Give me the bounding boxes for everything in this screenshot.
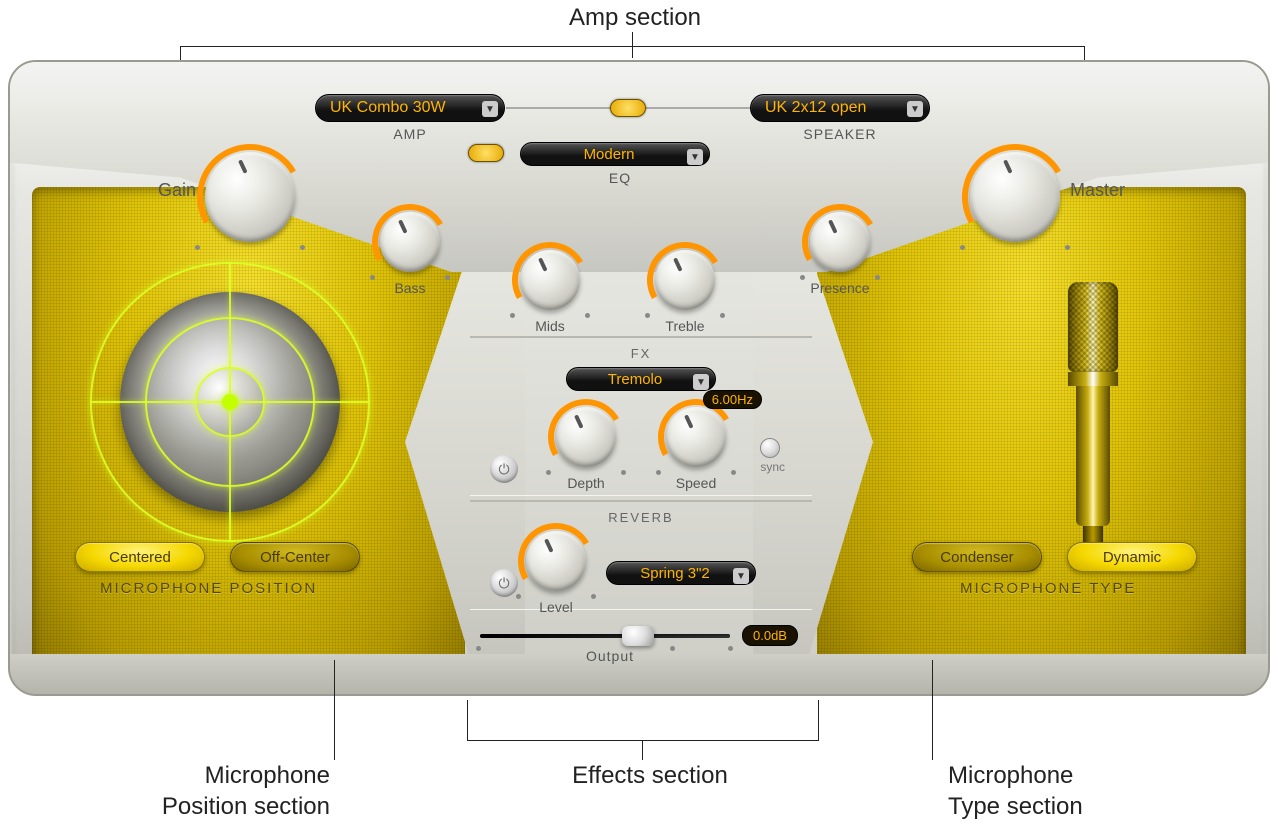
callout-line [632, 32, 633, 58]
eq-type-selector[interactable]: Modern ▼ [520, 142, 710, 166]
mic-pos-offcenter-button[interactable]: Off-Center [230, 542, 360, 572]
reverb-level-knob[interactable] [526, 531, 586, 591]
callout-line [642, 740, 643, 760]
callout-amp-section: Amp section [525, 2, 745, 33]
fx-sync-label: sync [760, 460, 785, 474]
mic-type-condenser-button[interactable]: Condenser [912, 542, 1042, 572]
callout-line [1084, 46, 1085, 60]
mic-type-condenser-label: Condenser [940, 549, 1013, 566]
eq-link-toggle[interactable] [468, 144, 504, 162]
master-knob[interactable] [970, 152, 1060, 242]
amp-speaker-link-toggle[interactable] [610, 99, 646, 117]
mic-position-title: MICROPHONE POSITION [100, 580, 317, 597]
reverb-type-value: Spring 3"2 [621, 565, 729, 582]
bass-knob[interactable] [380, 212, 440, 272]
master-label: Master [1070, 180, 1125, 201]
chevron-down-icon: ▼ [482, 101, 498, 117]
chevron-down-icon: ▼ [687, 149, 703, 165]
output-readout: 0.0dB [742, 625, 798, 646]
reverb-panel: REVERB Level Spring 3"2 ▼ ⏻ [470, 500, 812, 610]
fx-sync-button[interactable] [760, 438, 780, 458]
callout-effects-section: Effects section [540, 760, 760, 791]
presence-knob[interactable] [810, 212, 870, 272]
speaker-model-value: UK 2x12 open [765, 99, 866, 117]
amp-model-selector[interactable]: UK Combo 30W ▼ [315, 94, 505, 122]
output-label: Output [575, 648, 645, 664]
microphone-graphic [1068, 282, 1118, 542]
amp-model-value: UK Combo 30W [330, 99, 446, 117]
fx-panel: FX Tremolo ▼ Depth Speed ⏻ 6.00Hz sync [470, 336, 812, 496]
callout-mic-position: Microphone Position section [130, 760, 330, 822]
slider-tick [728, 646, 733, 651]
slider-tick [476, 646, 481, 651]
speaker-model-selector[interactable]: UK 2x12 open ▼ [750, 94, 930, 122]
fx-speed-readout: 6.00Hz [703, 390, 762, 409]
fx-depth-knob[interactable] [556, 407, 616, 467]
callout-line [467, 740, 819, 741]
fx-speed-knob[interactable] [666, 407, 726, 467]
slider-tick [670, 646, 675, 651]
callout-line [180, 46, 1085, 47]
reverb-type-selector[interactable]: Spring 3"2 ▼ [606, 561, 756, 585]
crosshair-target-icon [222, 394, 238, 410]
amp-model-label: AMP [370, 126, 450, 142]
mic-type-dynamic-button[interactable]: Dynamic [1067, 542, 1197, 572]
fx-type-selector[interactable]: Tremolo ▼ [566, 367, 716, 391]
mic-pos-centered-label: Centered [109, 549, 171, 566]
chevron-down-icon: ▼ [693, 374, 709, 390]
chevron-down-icon: ▼ [733, 568, 749, 584]
speaker-model-label: SPEAKER [790, 126, 890, 142]
chevron-down-icon: ▼ [907, 101, 923, 117]
callout-line [818, 700, 819, 740]
fx-power-button[interactable]: ⏻ [490, 455, 518, 483]
callout-line [180, 46, 181, 60]
treble-knob[interactable] [655, 250, 715, 310]
mic-type-title: MICROPHONE TYPE [960, 580, 1136, 597]
output-slider-thumb[interactable] [622, 626, 654, 646]
mids-knob[interactable] [520, 250, 580, 310]
gain-label: Gain [158, 180, 196, 201]
fx-title: FX [470, 346, 812, 361]
speaker-graphic[interactable] [90, 262, 370, 542]
callout-mic-type: Microphone Type section [948, 760, 1148, 822]
output-slider-track[interactable] [480, 634, 730, 638]
guitar-amp-plugin: UK Combo 30W ▼ AMP UK 2x12 open ▼ SPEAKE… [8, 60, 1270, 696]
reverb-power-button[interactable]: ⏻ [490, 569, 518, 597]
eq-value: Modern [535, 146, 683, 163]
mic-type-dynamic-label: Dynamic [1103, 549, 1161, 566]
mic-pos-offcenter-label: Off-Center [260, 549, 330, 566]
callout-line [467, 700, 468, 740]
eq-label: EQ [600, 170, 640, 186]
gain-knob[interactable] [205, 152, 295, 242]
mic-pos-centered-button[interactable]: Centered [75, 542, 205, 572]
fx-type-value: Tremolo [581, 371, 689, 388]
